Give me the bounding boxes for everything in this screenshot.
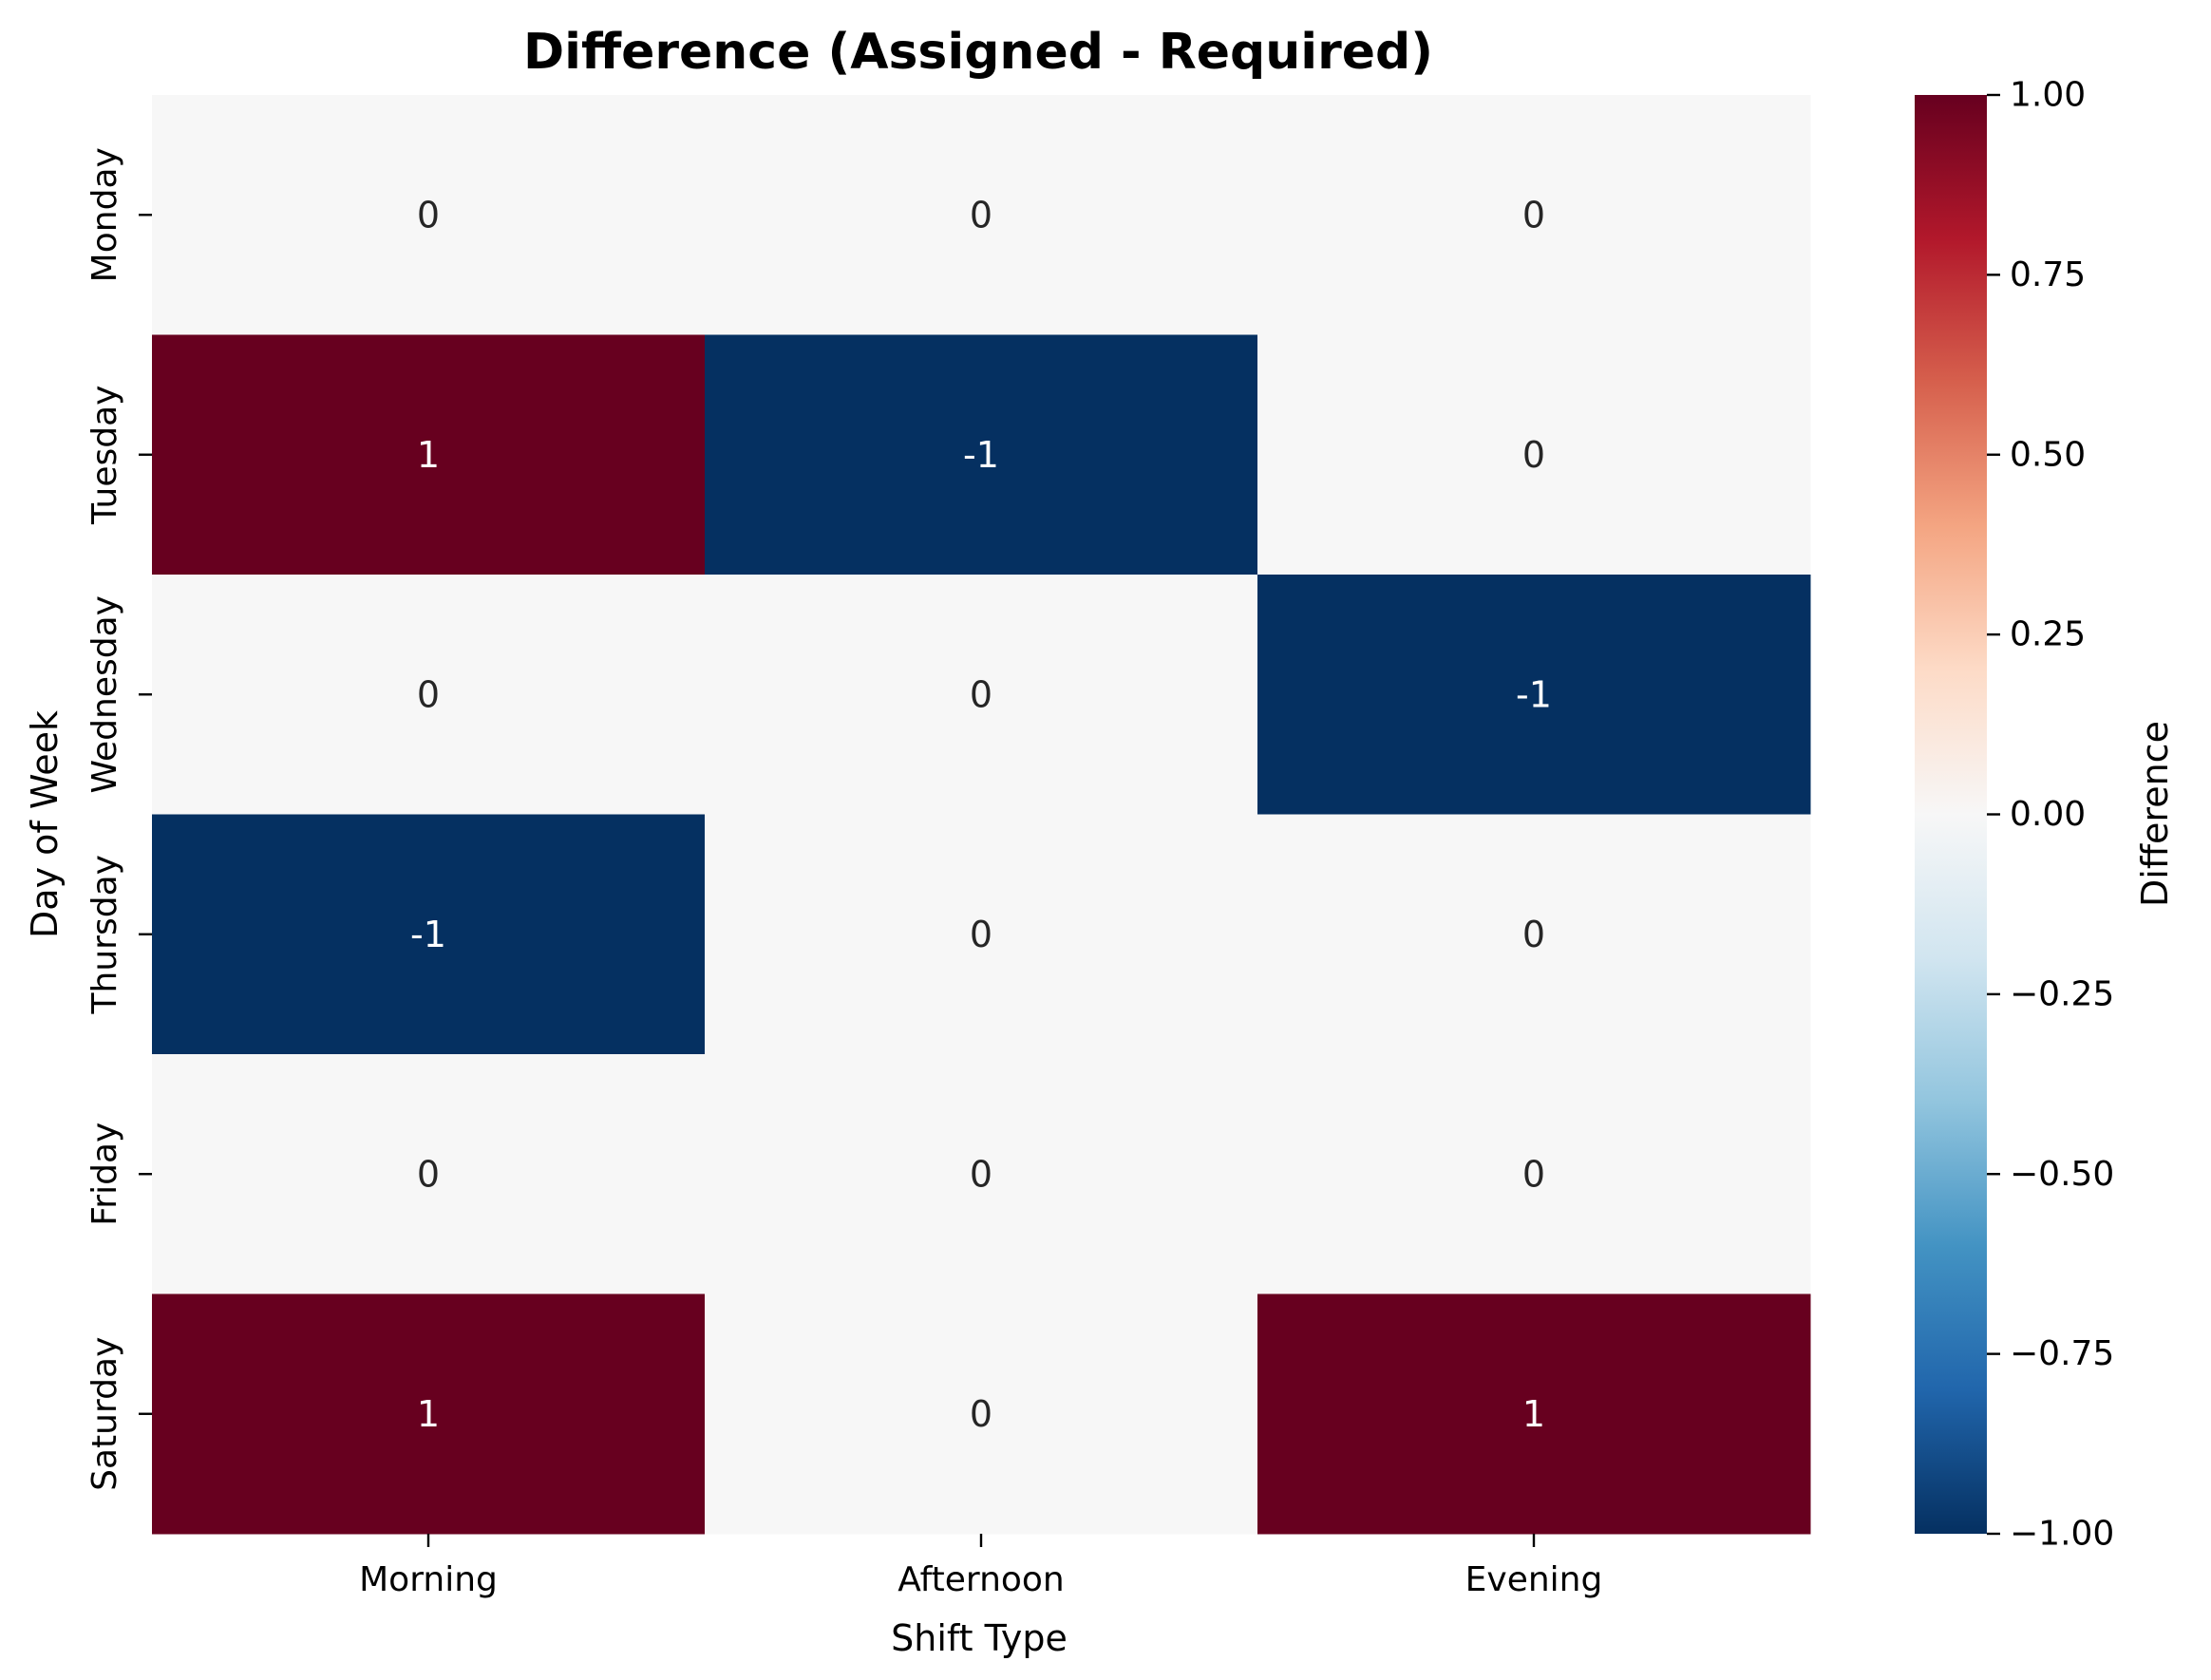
heatmap-cell bbox=[152, 334, 706, 576]
heatmap-cell bbox=[152, 575, 706, 815]
cell-value-label: -1 bbox=[1516, 673, 1552, 715]
x-tick-label: Morning bbox=[359, 1560, 498, 1599]
cell-value-label: 0 bbox=[1522, 914, 1545, 955]
heatmap-cell bbox=[705, 95, 1258, 335]
heatmap-cell-labels: 0 0 0 1 -1 0 0 0 -1 -1 0 0 0 0 0 1 0 1 bbox=[410, 194, 1552, 1435]
colorbar-tick-label: 0.00 bbox=[2010, 795, 2086, 834]
y-tick-label: Thursday bbox=[85, 855, 124, 1014]
heatmap-cell bbox=[152, 95, 706, 335]
heatmap-cell bbox=[1257, 575, 1811, 815]
cell-value-label: 0 bbox=[970, 914, 992, 955]
colorbar-tick-label: 0.50 bbox=[2010, 435, 2086, 474]
cell-value-label: -1 bbox=[410, 914, 446, 955]
heatmap-cell bbox=[152, 814, 706, 1055]
y-tick-label: Saturday bbox=[85, 1337, 124, 1491]
colorbar-tick-label: −0.50 bbox=[2010, 1155, 2114, 1194]
heatmap-cell bbox=[705, 575, 1258, 815]
colorbar-tick-label: −1.00 bbox=[2010, 1515, 2114, 1554]
colorbar bbox=[1915, 95, 1987, 1534]
cell-value-label: 0 bbox=[1522, 1153, 1545, 1195]
colorbar-tick-label: 1.00 bbox=[2010, 76, 2086, 115]
cell-value-label: 0 bbox=[970, 194, 992, 236]
heatmap-cell bbox=[1257, 814, 1811, 1055]
y-tick-label: Friday bbox=[85, 1123, 124, 1226]
colorbar-ticks: 1.00 0.75 0.50 0.25 0.00 −0.25 −0.50 −0.75 −1.00 bbox=[1987, 76, 2114, 1554]
colorbar-tick-label: 0.25 bbox=[2010, 615, 2086, 654]
chart-title: Difference (Assigned - Required) bbox=[523, 24, 1433, 81]
cell-value-label: 0 bbox=[417, 1153, 440, 1195]
heatmap-cells bbox=[152, 95, 1811, 1535]
colorbar-tick-label: −0.25 bbox=[2010, 974, 2114, 1013]
cell-value-label: 0 bbox=[1522, 194, 1545, 236]
cell-value-label: 0 bbox=[417, 194, 440, 236]
colorbar-tick-label: 0.75 bbox=[2010, 255, 2086, 294]
heatmap-cell bbox=[152, 1054, 706, 1294]
cell-value-label: 0 bbox=[417, 673, 440, 715]
heatmap-cell bbox=[1257, 1293, 1811, 1535]
heatmap-cell bbox=[705, 1054, 1258, 1294]
cell-value-label: 0 bbox=[970, 1153, 992, 1195]
cell-value-label: 0 bbox=[970, 673, 992, 715]
cell-value-label: 1 bbox=[1522, 1393, 1545, 1435]
cell-value-label: 1 bbox=[417, 1393, 440, 1435]
cell-value-label: 0 bbox=[970, 1393, 992, 1435]
cell-value-label: -1 bbox=[963, 434, 999, 476]
x-tick-label: Afternoon bbox=[898, 1560, 1065, 1599]
y-axis-ticks: Monday Tuesday Wednesday Thursday Friday Satu… bbox=[85, 147, 152, 1491]
colorbar-tick-label: −0.75 bbox=[2010, 1334, 2114, 1373]
heatmap-cell bbox=[1257, 1054, 1811, 1294]
y-tick-label: Tuesday bbox=[85, 386, 124, 525]
cell-value-label: 1 bbox=[417, 434, 440, 476]
colorbar-label: Difference bbox=[2134, 721, 2176, 907]
y-tick-label: Monday bbox=[85, 147, 124, 282]
y-axis-label: Day of Week bbox=[24, 710, 66, 938]
x-tick-label: Evening bbox=[1465, 1560, 1603, 1599]
x-axis-ticks: Morning Afternoon Evening bbox=[359, 1534, 1602, 1599]
heatmap-cell bbox=[1257, 334, 1811, 576]
x-axis-label: Shift Type bbox=[891, 1617, 1068, 1659]
heatmap-cell bbox=[705, 814, 1258, 1055]
y-tick-label: Wednesday bbox=[85, 595, 124, 793]
heatmap-cell bbox=[705, 334, 1258, 576]
heatmap-cell bbox=[1257, 95, 1811, 335]
cell-value-label: 0 bbox=[1522, 434, 1545, 476]
heatmap-cell bbox=[152, 1293, 706, 1535]
heatmap-cell bbox=[705, 1293, 1258, 1535]
